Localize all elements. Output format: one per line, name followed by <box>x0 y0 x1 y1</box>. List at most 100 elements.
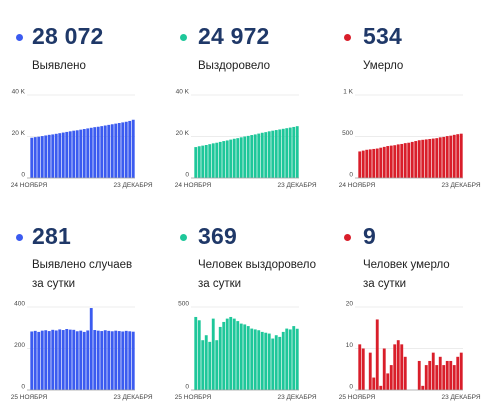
bar <box>267 333 271 390</box>
bar <box>30 331 34 390</box>
bar <box>61 330 65 390</box>
bar <box>225 140 229 178</box>
bar <box>295 126 299 178</box>
bar <box>114 330 118 390</box>
bar <box>211 143 215 178</box>
bar <box>54 330 58 390</box>
bar <box>197 320 201 390</box>
bar <box>260 331 264 390</box>
panel-detected-total: 28 072 Выявлено 0 20 K 40 K 24 НОЯБРЯ 23 ДЕК… <box>0 0 164 207</box>
bar <box>435 138 439 178</box>
bar <box>271 338 275 390</box>
bar <box>75 130 79 178</box>
y-tick-label: 40 K <box>176 89 190 96</box>
bar <box>93 330 97 390</box>
bar <box>456 356 460 390</box>
bar <box>456 134 460 178</box>
bar <box>445 136 449 178</box>
panel-deaths-total: 534 Умерло 0 500 1 K 24 НОЯБРЯ 23 ДЕКАБРЯ <box>328 0 492 207</box>
bar <box>65 131 69 178</box>
bar <box>121 122 125 178</box>
bar <box>389 365 393 390</box>
bar <box>452 365 456 390</box>
bar <box>278 129 282 178</box>
bar <box>288 127 292 178</box>
panel-value: 24 972 <box>198 23 270 49</box>
bar <box>194 316 198 390</box>
bar <box>236 321 240 390</box>
x-label-start: 25 НОЯБРЯ <box>175 394 212 401</box>
bar <box>128 331 132 390</box>
x-label-start: 24 НОЯБРЯ <box>339 182 376 189</box>
bar <box>72 130 76 178</box>
bar <box>82 331 86 390</box>
bar <box>37 331 41 390</box>
bar <box>30 137 34 178</box>
bar <box>215 142 219 178</box>
bar <box>271 130 275 178</box>
bar <box>358 151 362 178</box>
bar <box>417 140 421 178</box>
bar <box>435 365 439 390</box>
bar <box>393 344 397 390</box>
bar <box>110 124 114 178</box>
bar <box>250 135 254 178</box>
bar <box>414 141 418 178</box>
bar <box>421 139 425 178</box>
x-label-end: 23 ДЕКАБРЯ <box>113 394 152 401</box>
bar <box>292 326 296 390</box>
bar <box>438 137 442 178</box>
bar <box>65 329 69 390</box>
bar <box>211 318 215 390</box>
bar-chart: 0 20 K 40 K 24 НОЯБРЯ 23 ДЕКАБРЯ <box>11 89 153 190</box>
bullet-dot <box>16 34 23 41</box>
bar <box>194 147 198 178</box>
bullet-dot <box>180 234 187 241</box>
bar <box>257 330 261 390</box>
panel-recovered-daily: 369 Человек выздоровело за сутки 0 500 25 … <box>164 208 328 415</box>
bar <box>372 148 376 178</box>
bar <box>246 135 250 178</box>
y-tick-label: 0 <box>349 172 353 179</box>
bar <box>47 331 51 390</box>
bar-chart: 0 200 400 25 НОЯБРЯ 23 ДЕКАБРЯ <box>11 301 153 402</box>
bar <box>253 329 257 390</box>
y-tick-label: 0 <box>349 384 353 391</box>
bar <box>459 133 463 178</box>
x-label-start: 24 НОЯБРЯ <box>11 182 48 189</box>
panel-value: 369 <box>198 223 237 249</box>
x-label-end: 23 ДЕКАБРЯ <box>277 182 316 189</box>
bar <box>424 139 428 178</box>
bar <box>229 316 233 390</box>
bar <box>260 132 264 178</box>
bar <box>229 139 233 178</box>
bar <box>243 324 247 390</box>
bar <box>51 134 55 178</box>
bar <box>75 331 79 390</box>
bar <box>372 377 376 390</box>
bar <box>361 150 365 178</box>
bar <box>407 142 411 178</box>
y-tick-label: 0 <box>185 384 189 391</box>
bullet-dot <box>344 234 351 241</box>
panel-label-line-2: за сутки <box>198 278 242 290</box>
bar <box>107 124 111 178</box>
y-tick-label: 40 K <box>12 89 26 96</box>
bar <box>204 335 208 390</box>
bar <box>117 331 121 390</box>
bar <box>449 135 453 178</box>
bullet-dot <box>180 34 187 41</box>
bullet-dot <box>344 34 351 41</box>
bar <box>204 145 208 178</box>
panel-label-line-1: Человек умерло <box>363 259 450 271</box>
bar <box>396 340 400 390</box>
bar <box>33 137 37 178</box>
bar-chart: 0 500 1 K 24 НОЯБРЯ 23 ДЕКАБРЯ <box>339 89 481 190</box>
bar <box>281 128 285 178</box>
panel-label-line-1: Выявлено <box>32 60 86 72</box>
y-tick-label: 20 K <box>12 130 26 137</box>
bar <box>89 127 93 178</box>
bar <box>379 385 383 390</box>
bar <box>96 126 100 178</box>
bar <box>58 133 62 178</box>
